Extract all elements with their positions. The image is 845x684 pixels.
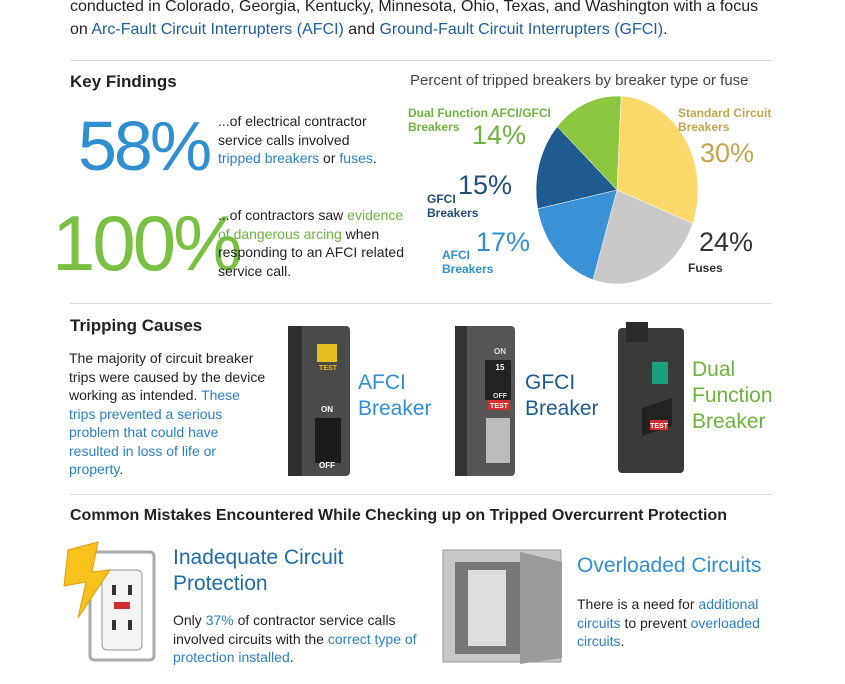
body-text: The majority of circuit breaker trips we… [69, 349, 269, 479]
legend-label: AFCI Breakers [442, 248, 494, 276]
text-run: Only [173, 612, 206, 628]
divider [70, 60, 772, 61]
breaker-label: AFCI Breaker [358, 371, 432, 420]
section-title: Key Findings [70, 72, 177, 91]
data-label: 15% [458, 170, 513, 200]
text-run: . [663, 21, 668, 38]
breaker-label: Dual Function Breaker [692, 358, 773, 433]
afci-breaker: TEST ON OFF [288, 326, 350, 476]
mark-text: ON [321, 405, 333, 414]
mark-text: 15 [496, 363, 505, 372]
text-run: additional circuits [577, 596, 759, 631]
text-run: tripped breakers [218, 150, 320, 166]
legend-label: Dual Function AFCI/GFCI Breakers [408, 106, 551, 134]
text-run: . [372, 150, 377, 166]
mistake-title: Overloaded Circuits [577, 554, 762, 577]
stat: 58% [78, 107, 212, 185]
text-run: fuses [339, 150, 373, 166]
text-run: . [289, 649, 294, 665]
text-run: Arc-Fault Circuit Interrupters (AFCI) [91, 21, 344, 38]
text-run: of contractor service calls involved cir… [173, 612, 396, 647]
legend-label: GFCI Breakers [427, 192, 479, 220]
breakers: TEST ON OFF ON 15 OFF TEST TEST [288, 322, 684, 476]
data-label: 30% [700, 138, 755, 168]
breaker-label: GFCI Breaker [525, 371, 599, 420]
text-run: ...of contractors saw [218, 207, 348, 223]
stat: 100% [52, 199, 242, 287]
pie-slice [592, 189, 693, 285]
text-run: to prevent [620, 614, 691, 631]
text-run: ...of electrical contractor service call… [218, 113, 367, 148]
pie-slice [556, 95, 622, 191]
text-run: and [343, 21, 380, 38]
divider [70, 303, 772, 304]
mistake-title: Inadequate Circuit Protection [173, 546, 344, 595]
pie-slice [616, 95, 699, 224]
mark-text: TEST [319, 365, 338, 372]
mistake-text: Only 37% of contractor service calls inv… [173, 611, 418, 667]
mistake-text: There is a need for additional circuits … [577, 595, 792, 651]
text-run: evidence of dangerous arcing [218, 207, 404, 242]
text-run: Ground-Fault Circuit Interrupters (GFCI) [379, 21, 664, 38]
text-run: correct type of protection installed [173, 630, 417, 666]
data-label: 24% [699, 227, 754, 257]
mark-text: OFF [319, 461, 335, 470]
text-run: These trips prevented a serious problem … [69, 387, 240, 477]
data-label: 14% [472, 120, 527, 150]
pie-slice [537, 189, 618, 281]
text-run: when responding to an AFCI related servi… [218, 225, 405, 279]
text-run: The majority of circuit breaker trips we… [69, 350, 266, 403]
data-label: 17% [476, 227, 531, 257]
text-run: overloaded circuits [577, 614, 760, 650]
text-run: . [620, 633, 625, 649]
pie-slice [535, 126, 618, 210]
legend-label: Fuses [688, 261, 723, 275]
text-run: 37% [205, 612, 234, 628]
mark-text: ON [494, 347, 506, 356]
intro: conducted in Colorado, Georgia, Kentucky… [70, 0, 770, 41]
legend-label: Standard Circuit Breakers [678, 106, 772, 134]
gfci-breaker: ON 15 OFF TEST [455, 326, 515, 476]
text-run: . [119, 461, 124, 477]
divider [70, 494, 772, 495]
mark-text: TEST [650, 423, 669, 430]
mark-text: OFF [493, 393, 508, 400]
text-run: or [319, 150, 340, 166]
mark-text: TEST [490, 403, 509, 410]
chart-title: Percent of tripped breakers by breaker t… [410, 72, 749, 89]
section-title: Tripping Causes [70, 316, 203, 335]
finding-text: ...of contractors saw evidence of danger… [218, 206, 413, 280]
text-run: There is a need for [577, 596, 699, 612]
mistake-icons [63, 541, 562, 664]
finding-text: ...of electrical contractor service call… [218, 112, 378, 168]
section-title: Common Mistakes Encountered While Checki… [70, 507, 727, 524]
text-run: conducted in Colorado, Georgia, Kentucky… [70, 0, 759, 38]
dual-breaker: TEST [618, 322, 684, 473]
